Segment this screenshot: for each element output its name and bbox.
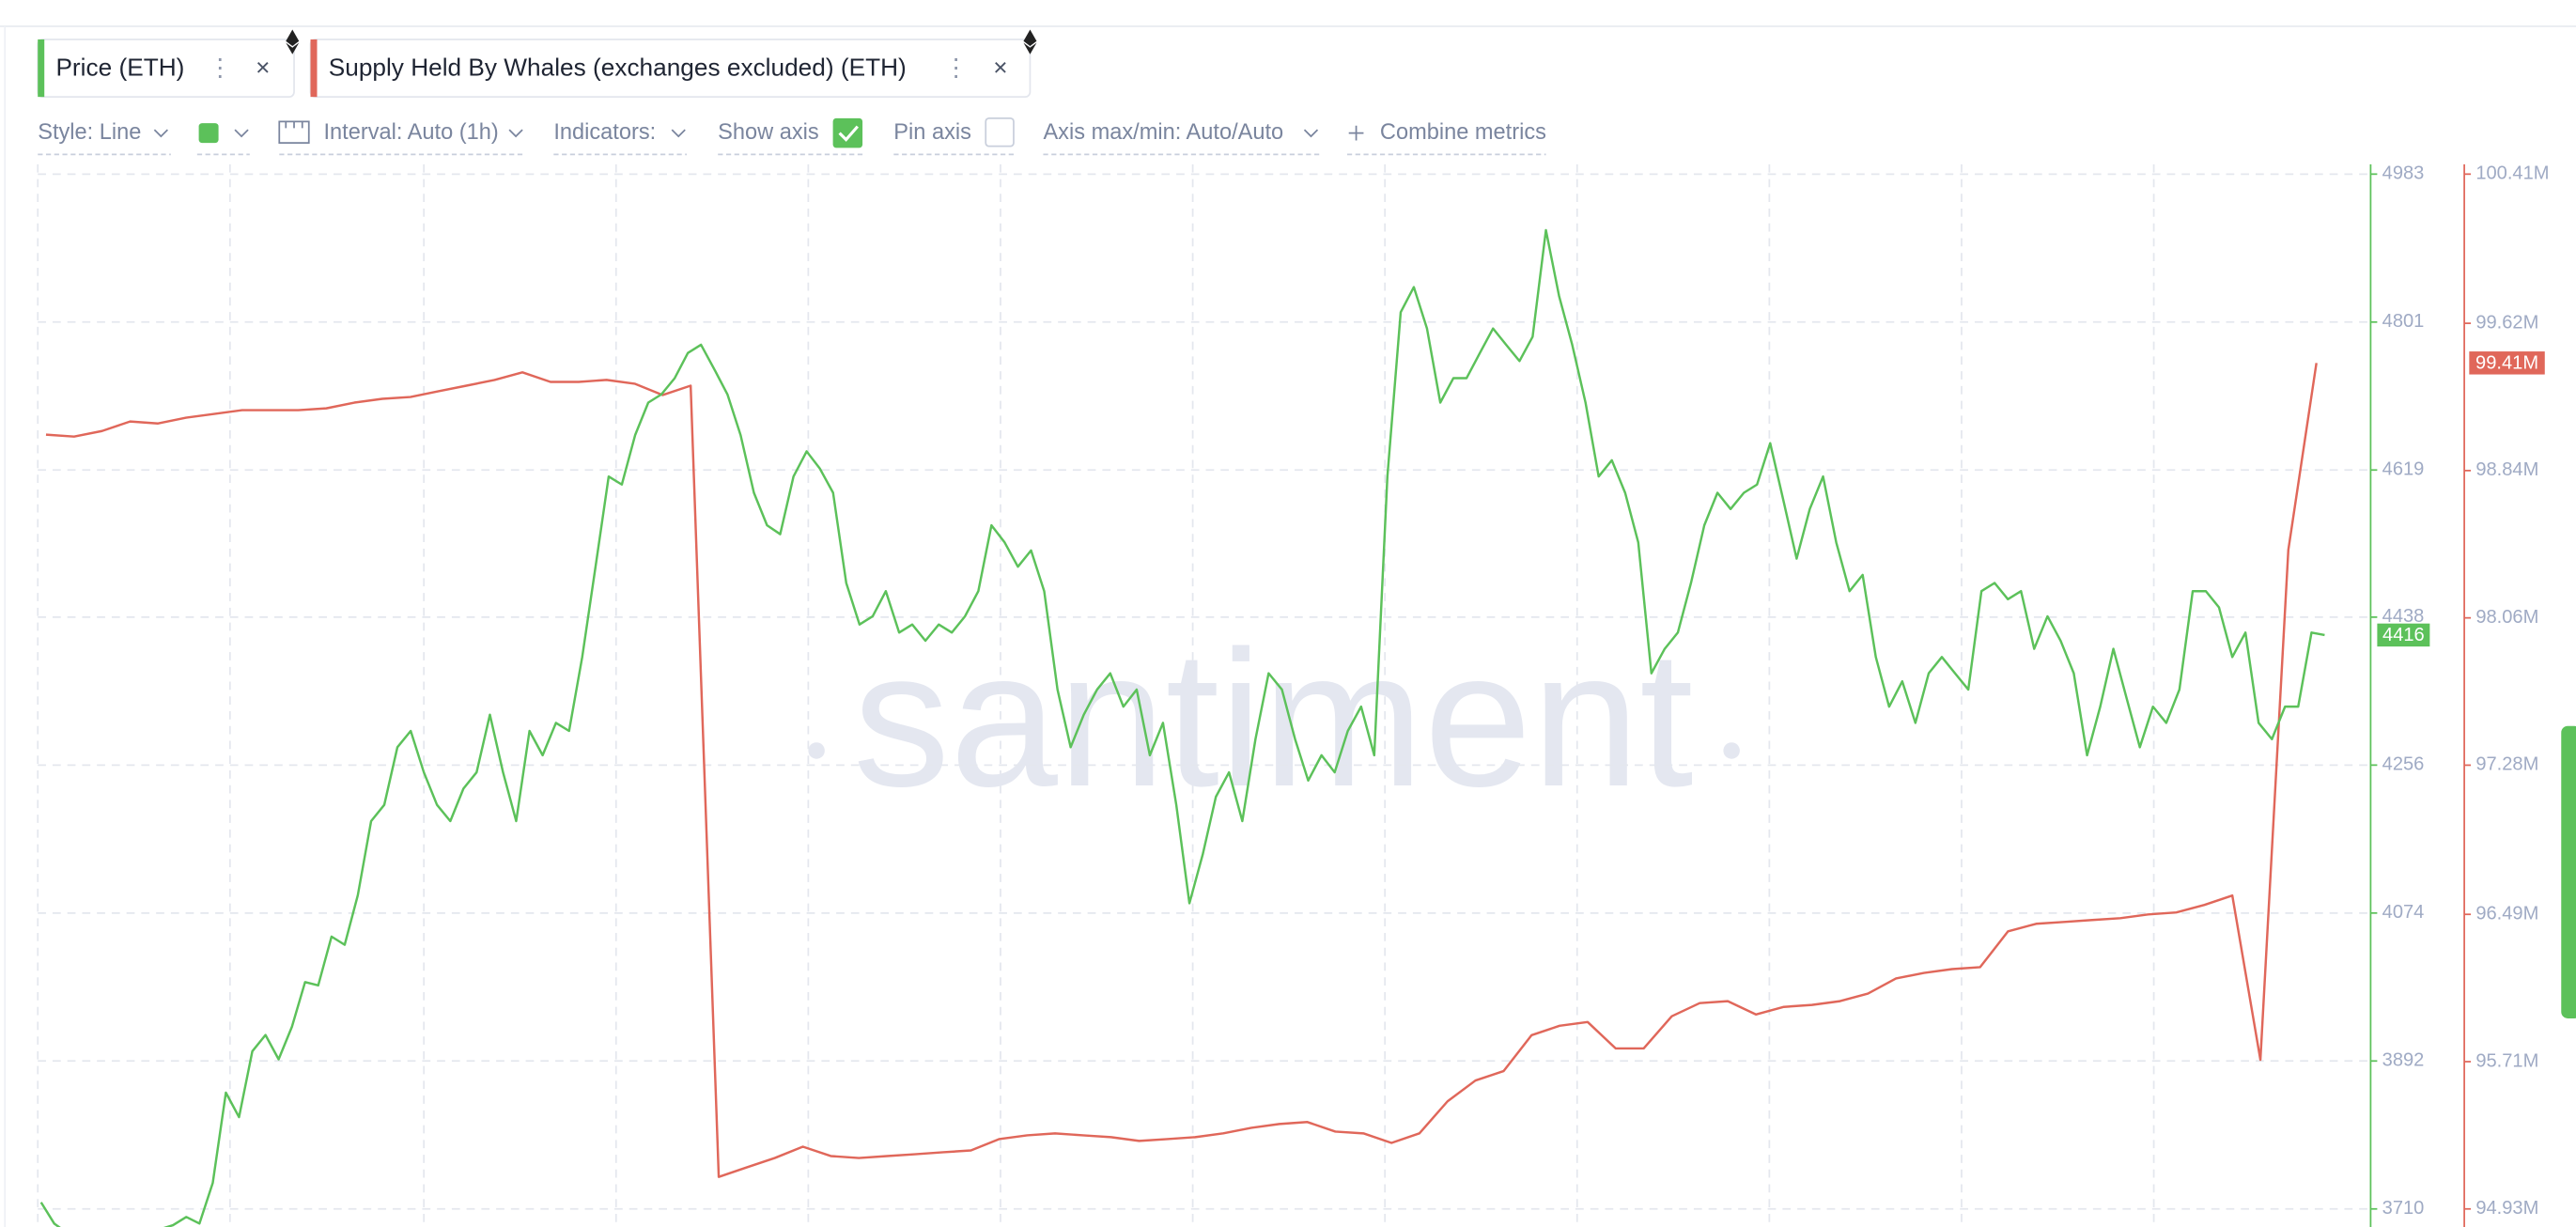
watermark: santiment bbox=[808, 610, 1740, 827]
pin-axis-toggle[interactable]: Pin axis bbox=[893, 117, 1015, 156]
y2-tick-label: 97.28M bbox=[2475, 754, 2538, 775]
y2-tick-label: 95.71M bbox=[2475, 1050, 2538, 1071]
y-tick-label: 4438 bbox=[2382, 606, 2425, 627]
axes: 3710 3892 4074 4256 4438 4619 4801 4983 94.93M 95… bbox=[2369, 163, 2550, 1227]
y-tick-label: 4619 bbox=[2382, 459, 2425, 480]
y-tick-label: 3710 bbox=[2382, 1198, 2425, 1219]
y2-tick-label: 98.06M bbox=[2475, 607, 2538, 628]
eth-icon bbox=[286, 29, 300, 54]
interval-select[interactable]: Interval: Auto (1h) bbox=[278, 120, 524, 156]
svg-text:×: × bbox=[256, 53, 270, 81]
y-tick-label: 4074 bbox=[2382, 902, 2425, 923]
last-value-label: 99.41M bbox=[2475, 353, 2538, 374]
show-axis-label: Show axis bbox=[718, 120, 819, 145]
metric-chip[interactable]: Price (ETH) ⋮ × bbox=[37, 39, 295, 99]
y2-tick-label: 99.62M bbox=[2475, 312, 2538, 333]
indicators-label: Indicators: bbox=[553, 120, 656, 145]
color-select[interactable] bbox=[196, 123, 250, 156]
interval-label: Interval: Auto (1h) bbox=[323, 120, 498, 145]
svg-text:⋮: ⋮ bbox=[208, 53, 232, 81]
y-tick-label: 4983 bbox=[2382, 163, 2425, 184]
metric-label: Price (ETH) bbox=[55, 53, 184, 81]
y2-tick-label: 94.93M bbox=[2475, 1198, 2538, 1219]
series-line bbox=[39, 228, 2325, 1227]
axis-minmax-select[interactable]: Axis max/min: Auto/Auto bbox=[1043, 120, 1320, 156]
grid-layer bbox=[38, 173, 2371, 1210]
metric-chip[interactable]: Supply Held By Whales (exchanges exclude… bbox=[309, 39, 1032, 99]
last-value-badge bbox=[2469, 351, 2545, 375]
style-select[interactable]: Style: Line bbox=[38, 120, 171, 156]
svg-text:⋮: ⋮ bbox=[944, 53, 969, 81]
scroll-handle[interactable] bbox=[2561, 725, 2576, 1018]
combine-metrics-button[interactable]: Combine metrics bbox=[1346, 120, 1546, 156]
last-value-label: 4416 bbox=[2382, 625, 2425, 645]
plot-area bbox=[39, 228, 2325, 1227]
combine-label: Combine metrics bbox=[1380, 120, 1546, 145]
show-axis-toggle[interactable]: Show axis bbox=[718, 117, 863, 156]
last-value-badge bbox=[2377, 623, 2430, 647]
series-line bbox=[45, 363, 2318, 1178]
watermark-text: santiment bbox=[853, 610, 1694, 827]
indicators-select[interactable]: Indicators: bbox=[553, 120, 687, 156]
style-label: Style: Line bbox=[38, 120, 141, 145]
eth-icon bbox=[1023, 29, 1037, 54]
y2-tick-label: 96.49M bbox=[2475, 904, 2538, 924]
axis-minmax-label: Axis max/min: Auto/Auto bbox=[1043, 120, 1283, 145]
svg-text:×: × bbox=[993, 53, 1007, 81]
y-tick-label: 4256 bbox=[2382, 754, 2425, 775]
pin-axis-label: Pin axis bbox=[893, 120, 971, 145]
y2-tick-label: 100.41M bbox=[2475, 163, 2549, 184]
y-tick-label: 3892 bbox=[2382, 1050, 2425, 1071]
metric-label: Supply Held By Whales (exchanges exclude… bbox=[329, 53, 907, 81]
y-tick-label: 4801 bbox=[2382, 311, 2425, 332]
y2-tick-label: 98.84M bbox=[2475, 459, 2538, 480]
